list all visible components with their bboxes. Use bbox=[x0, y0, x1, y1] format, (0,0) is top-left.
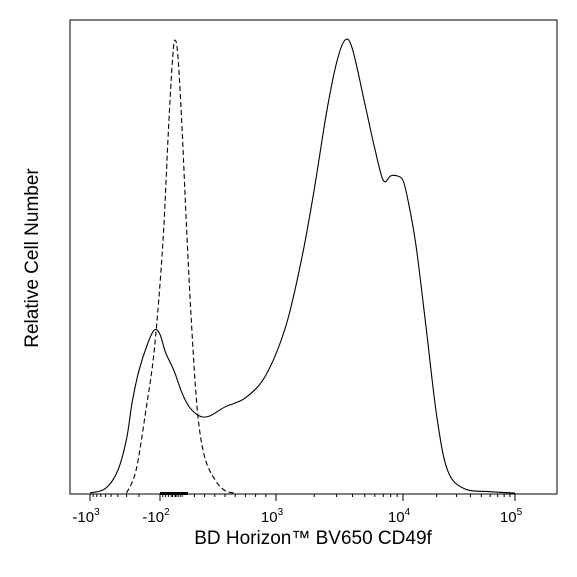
x-tick-label: 103 bbox=[261, 507, 284, 526]
x-tick-label: 104 bbox=[388, 507, 411, 526]
x-major-ticks bbox=[89, 494, 516, 501]
plot-frame bbox=[69, 19, 558, 495]
series-group bbox=[89, 38, 516, 494]
x-axis-title: BD Horizon™ BV650 CD49f bbox=[194, 528, 432, 549]
control-histogram-line bbox=[126, 39, 236, 494]
x-tick-label: 105 bbox=[500, 507, 523, 526]
x-tick-labels: -103 -102 103 104 105 bbox=[72, 507, 522, 526]
y-axis-title: Relative Cell Number bbox=[22, 168, 43, 348]
zero-region-marker bbox=[160, 492, 188, 495]
x-tick-label: -102 bbox=[142, 507, 170, 526]
x-tick-label: -103 bbox=[72, 507, 100, 526]
x-minor-ticks bbox=[92, 494, 511, 497]
stained-histogram-line bbox=[89, 38, 516, 494]
